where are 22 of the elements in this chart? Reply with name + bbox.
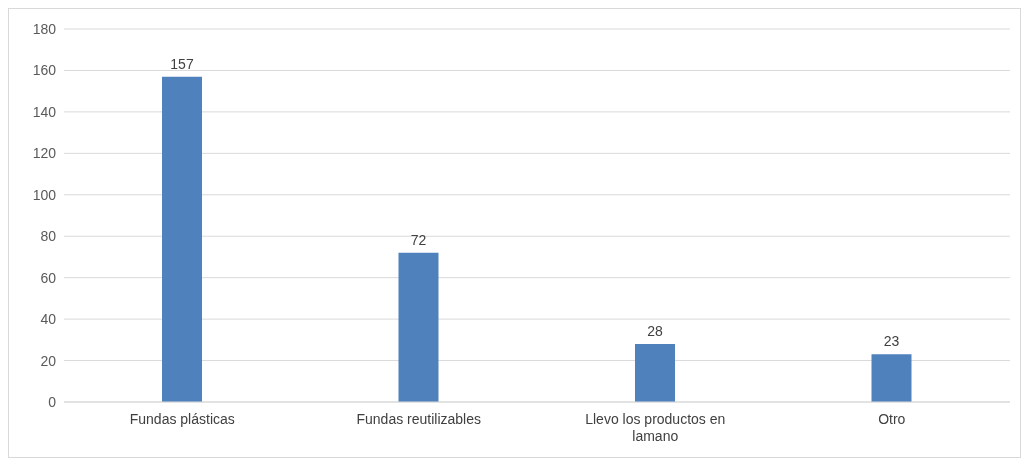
y-tick-label: 100	[32, 186, 57, 203]
y-tick-label: 40	[40, 311, 57, 328]
bar	[871, 354, 912, 402]
x-tick-label: Otro	[878, 411, 906, 427]
y-tick-label: 120	[32, 145, 57, 162]
x-tick-label: Fundas plásticas	[129, 411, 235, 427]
data-label: 23	[883, 333, 900, 350]
x-tick-label: Fundas reutilizables	[356, 411, 482, 427]
y-tick-label: 160	[32, 62, 57, 79]
data-label: 157	[170, 55, 194, 72]
data-label: 72	[410, 231, 427, 248]
y-tick-label: 20	[40, 352, 57, 369]
y-tick-label: 0	[48, 393, 57, 410]
y-tick-label: 80	[40, 228, 57, 245]
x-tick-label: Llevo los productos en lamano	[585, 411, 726, 444]
bar	[635, 343, 675, 402]
y-tick-label: 180	[32, 20, 57, 37]
y-tick-label: 60	[40, 269, 57, 286]
y-tick-label: 140	[32, 103, 57, 120]
data-label: 28	[647, 322, 663, 339]
bar	[398, 252, 439, 402]
bar	[162, 76, 202, 402]
